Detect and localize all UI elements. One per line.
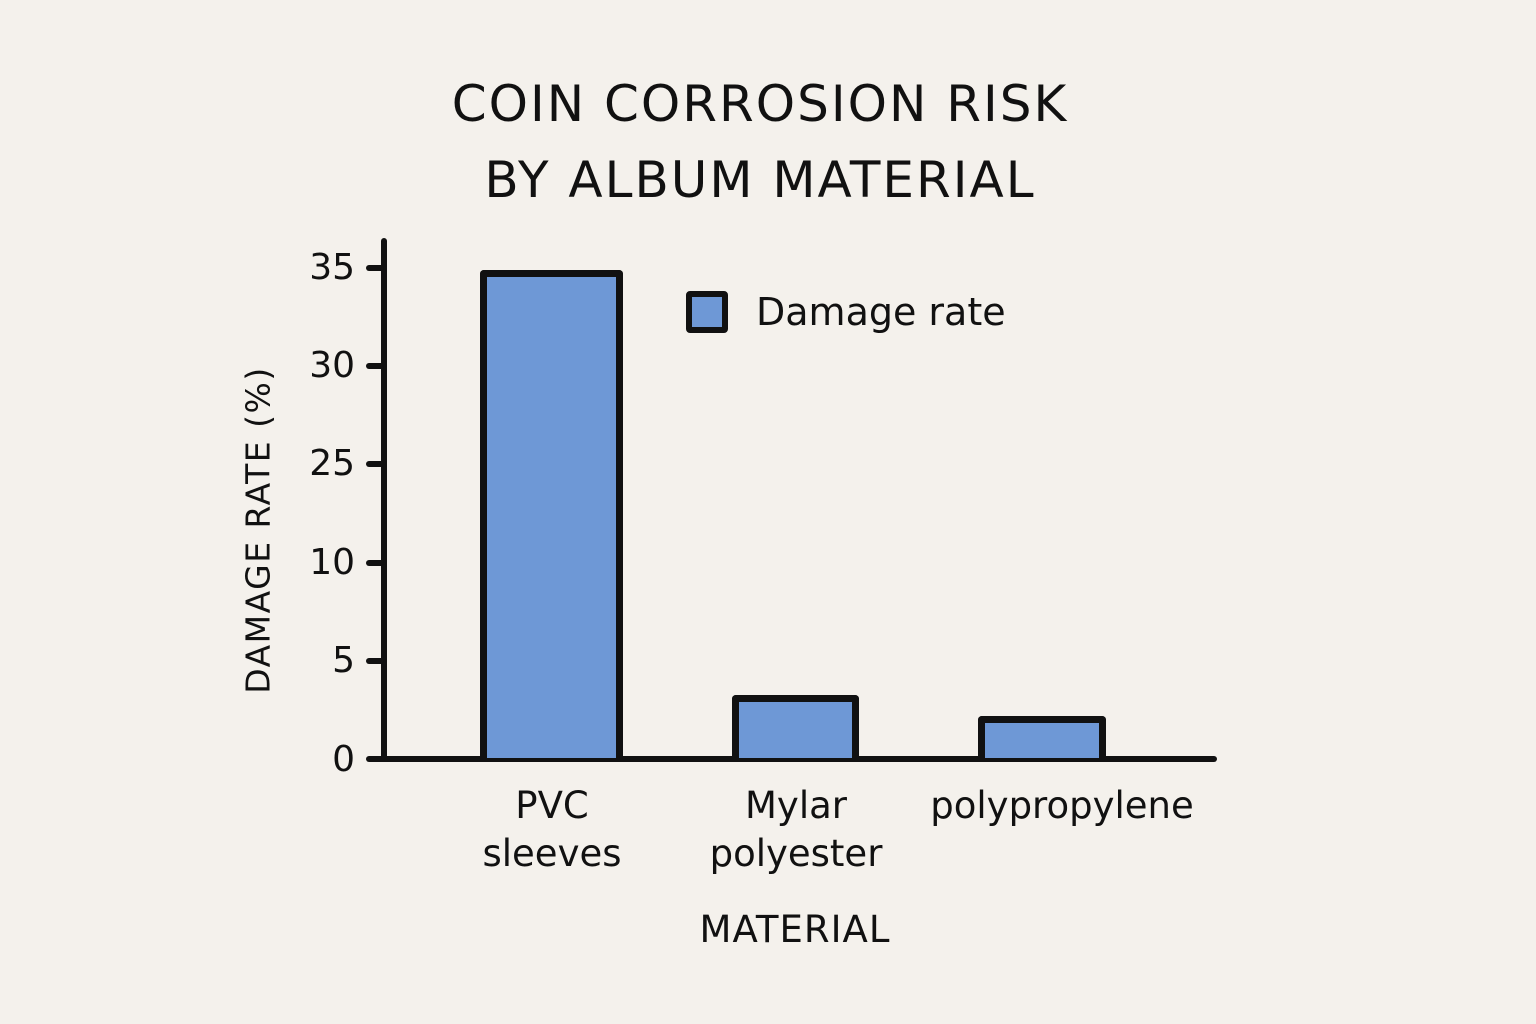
x-category-label: polypropylene <box>930 784 1194 827</box>
y-tick <box>366 658 384 664</box>
y-tick-label: 35 <box>309 247 355 288</box>
legend: Damage rate <box>686 290 1006 334</box>
y-tick <box>366 265 384 271</box>
legend-label: Damage rate <box>756 290 1006 334</box>
y-axis <box>381 238 387 762</box>
x-category-label: PVC sleeves <box>482 784 622 875</box>
legend-swatch <box>686 291 728 333</box>
bar-mylar-polyester <box>732 695 859 758</box>
y-tick-label: 30 <box>309 345 355 386</box>
bar-polypropylene <box>978 716 1106 758</box>
y-tick <box>366 560 384 566</box>
chart-title-line-1: COIN CORROSION RISK <box>451 75 1069 133</box>
chart-title-line-2: BY ALBUM MATERIAL <box>484 151 1036 209</box>
x-axis <box>366 756 1217 762</box>
x-axis-label: MATERIAL <box>699 908 891 951</box>
x-category-label: Mylar polyester <box>709 784 883 875</box>
y-tick <box>366 461 384 467</box>
y-tick-label: 0 <box>332 739 355 780</box>
bar-pvc-sleeves <box>480 270 623 758</box>
y-tick-label: 25 <box>309 443 355 484</box>
y-tick <box>366 363 384 369</box>
chart-title: COIN CORROSION RISK BY ALBUM MATERIAL <box>0 66 1520 218</box>
y-tick-label: 5 <box>332 640 355 681</box>
y-axis-label: DAMAGE RATE (%) <box>238 366 278 694</box>
y-tick-label: 10 <box>309 542 355 583</box>
